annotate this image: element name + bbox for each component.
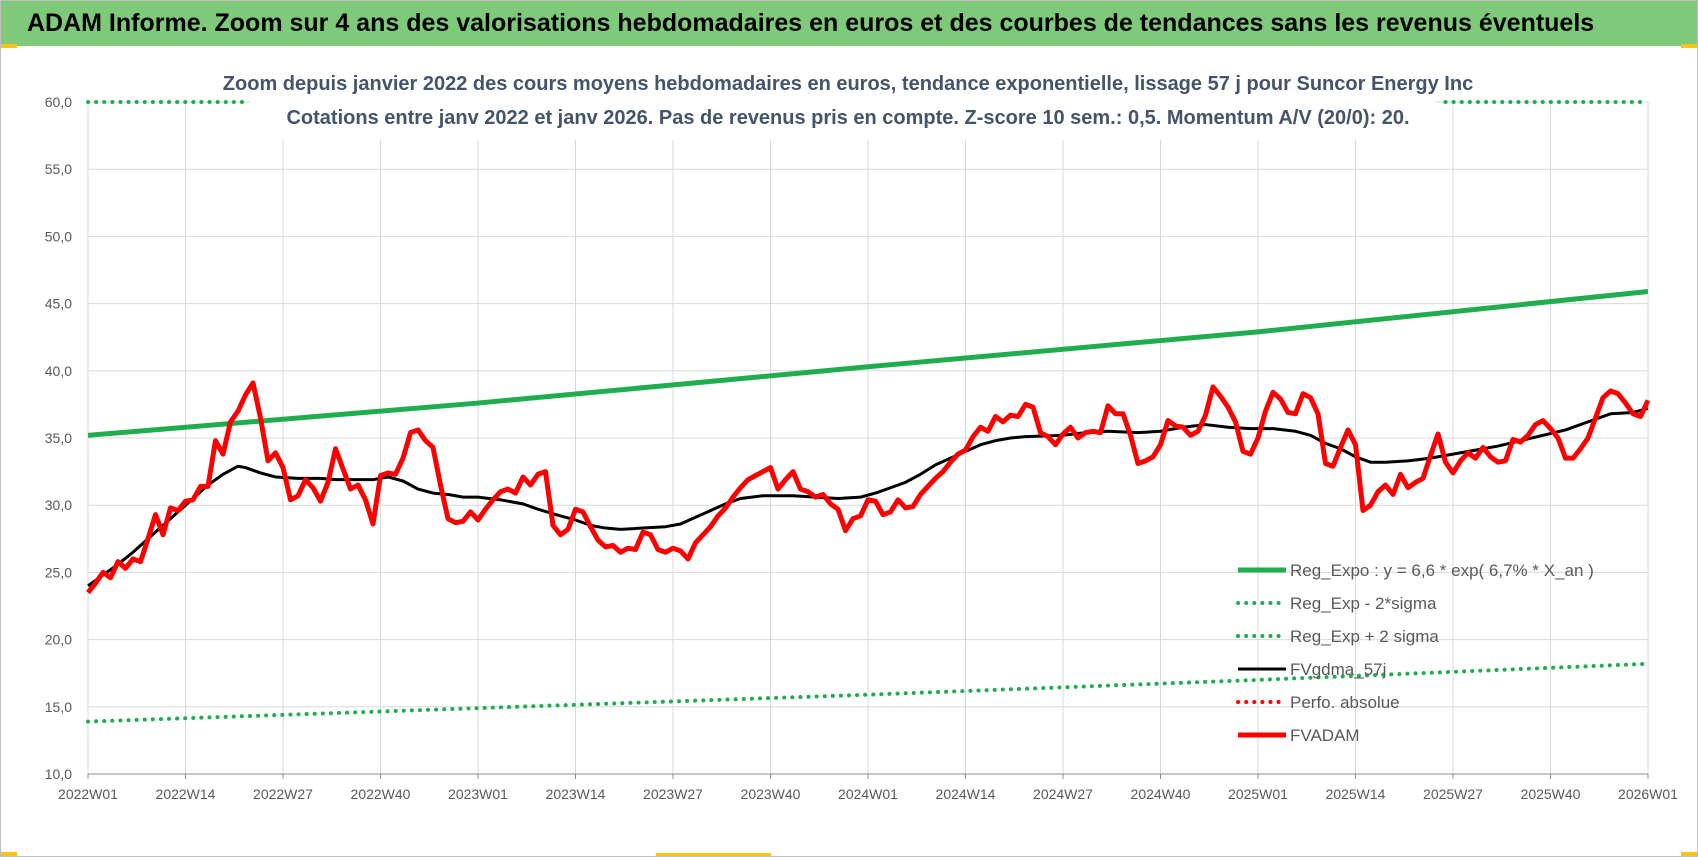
y-tick-label: 60,0: [45, 94, 72, 110]
x-tick-label: 2025W14: [1326, 786, 1386, 802]
chart-title-line2: Cotations entre janv 2022 et janv 2026. …: [286, 107, 1409, 129]
x-tick-label: 2023W40: [741, 786, 801, 802]
series-line-fvadam: [86, 380, 1651, 595]
x-tick-label: 2023W27: [643, 786, 703, 802]
report-title: ADAM Informe. Zoom sur 4 ans des valoris…: [27, 9, 1595, 37]
x-tick-label: 2022W27: [253, 786, 313, 802]
chart-legend: Reg_Expo : y = 6,6 * exp( 6,7% * X_an ) R…: [1236, 561, 1594, 745]
y-tick-label: 15,0: [45, 699, 72, 715]
legend-label: FVADAM: [1290, 726, 1360, 745]
series-line-reg-exp-2-sigma: [86, 661, 1650, 724]
y-tick-label: 55,0: [45, 161, 72, 177]
y-tick-label: 10,0: [45, 766, 72, 782]
x-tick-label: 2024W40: [1131, 786, 1191, 802]
axes: 10,0 15,0 20,0 25,0 30,0 35,0 40,0 45,0 50,0 55,0…: [45, 94, 1678, 802]
legend-label: Reg_Expo : y = 6,6 * exp( 6,7% * X_an ): [1290, 561, 1594, 580]
chart-title-line1: Zoom depuis janvier 2022 des cours moyen…: [223, 73, 1473, 95]
series-line-reg-expo-y-6-6-exp-6-7-x-an: [87, 289, 1649, 438]
corner-accent: [1, 852, 17, 856]
x-tick-label: 2026W01: [1618, 786, 1678, 802]
x-tick-label: 2024W01: [838, 786, 898, 802]
x-tick-label: 2025W40: [1521, 786, 1581, 802]
x-tick-label: 2022W40: [351, 786, 411, 802]
y-tick-label: 30,0: [45, 497, 72, 513]
series-line-fvgdma-57j: [87, 406, 1649, 588]
report-banner: ADAM Informe. Zoom sur 4 ans des valoris…: [1, 1, 1697, 46]
y-tick-label: 45,0: [45, 296, 72, 312]
x-tick-label: 2023W01: [448, 786, 508, 802]
y-tick-label: 50,0: [45, 228, 72, 244]
series-group: [86, 100, 1651, 724]
corner-accent: [656, 853, 771, 856]
corner-accent: [1681, 44, 1697, 48]
y-tick-label: 25,0: [45, 564, 72, 580]
x-tick-label: 2024W27: [1033, 786, 1093, 802]
x-tick-label: 2022W14: [156, 786, 216, 802]
y-tick-label: 20,0: [45, 632, 72, 648]
x-tick-label: 2024W14: [936, 786, 996, 802]
x-tick-label: 2023W14: [546, 786, 606, 802]
corner-accent: [1681, 852, 1697, 856]
legend-label: Reg_Exp + 2 sigma: [1290, 627, 1439, 646]
y-tick-label: 35,0: [45, 430, 72, 446]
x-tick-label: 2022W01: [58, 786, 118, 802]
x-tick-label: 2025W01: [1228, 786, 1288, 802]
title-background: [250, 62, 1435, 140]
y-tick-label: 40,0: [45, 363, 72, 379]
legend-label: Reg_Exp - 2*sigma: [1290, 594, 1437, 613]
corner-accent: [1, 44, 17, 48]
x-tick-label: 2025W27: [1423, 786, 1483, 802]
legend-label: FVgdma_57j: [1290, 660, 1386, 679]
legend-label: Perfo. absolue: [1290, 693, 1400, 712]
